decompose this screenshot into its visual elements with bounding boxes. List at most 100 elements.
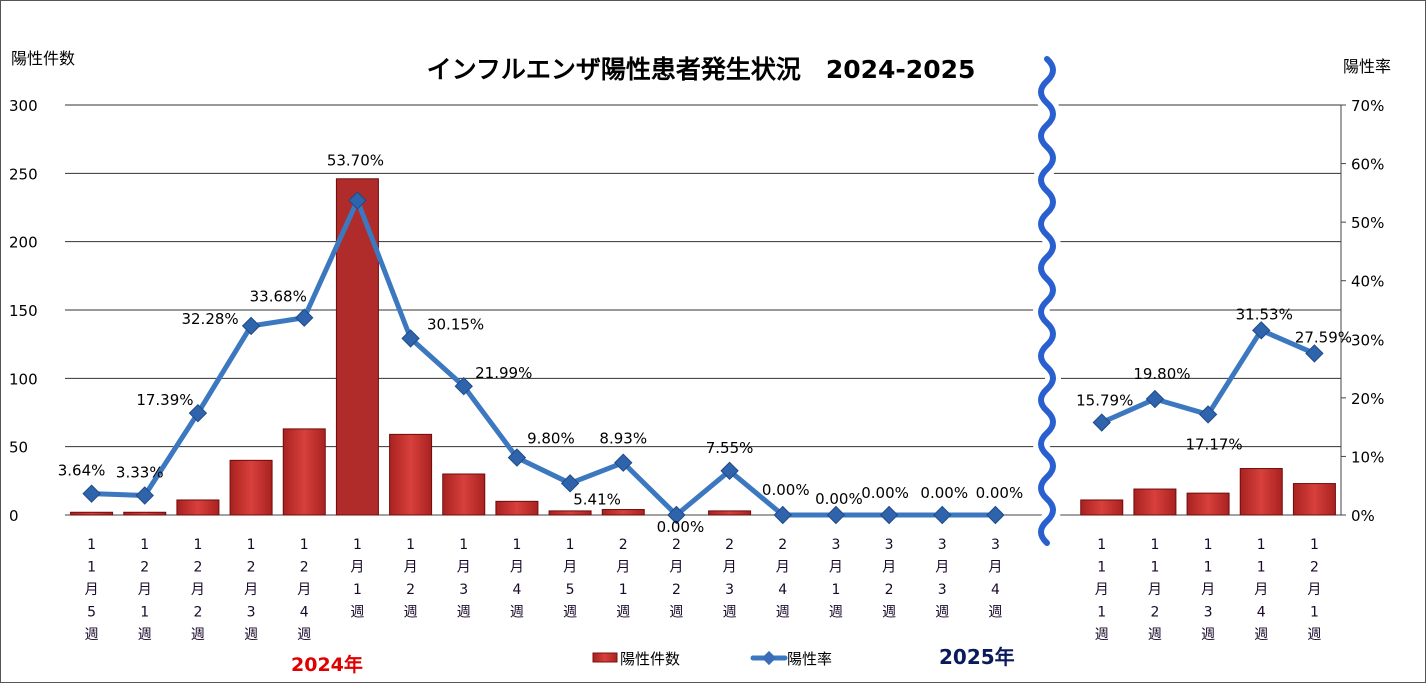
rate-data-label: 31.53%: [1236, 305, 1293, 323]
rate-data-label: 3.33%: [116, 463, 164, 481]
bar: [282, 428, 326, 516]
bar: [70, 511, 114, 516]
right-tick-label: 60%: [1351, 156, 1384, 174]
rate-data-label: 33.68%: [250, 288, 307, 306]
rate-marker: [826, 505, 846, 525]
right-tick-label: 50%: [1351, 214, 1384, 232]
rate-data-label: 0.00%: [920, 484, 968, 502]
rate-marker: [241, 316, 261, 336]
bar: [123, 511, 167, 516]
left-tick-label: 300: [9, 97, 38, 115]
rate-marker: [1252, 321, 1271, 340]
bar: [548, 510, 592, 516]
rate-data-label: 3.64%: [58, 462, 106, 480]
rate-marker: [1305, 344, 1324, 363]
rate-marker: [614, 453, 633, 472]
rate-marker: [560, 474, 580, 493]
rate-marker: [454, 377, 473, 396]
rate-data-label: 0.00%: [861, 484, 909, 502]
rate-data-label: 27.59%: [1295, 328, 1352, 346]
left-tick-label: 0: [9, 507, 19, 525]
rate-data-label: 0.00%: [815, 490, 863, 508]
bar: [176, 499, 220, 516]
rate-data-label: 53.70%: [327, 151, 384, 169]
rate-marker: [135, 486, 154, 505]
axis-break-icon: [1038, 56, 1056, 546]
left-tick-label: 50: [9, 439, 28, 457]
left-axis-title: 陽性件数: [11, 49, 75, 68]
right-axis-title: 陽性率: [1343, 57, 1391, 76]
rate-data-label: 17.17%: [1185, 435, 1242, 453]
bar: [1292, 483, 1336, 516]
right-tick-label: 30%: [1351, 331, 1384, 349]
rate-data-label: 8.93%: [599, 430, 647, 448]
rate-data-label: 0.00%: [762, 481, 810, 499]
rate-line: [91, 197, 996, 518]
right-tick-label: 70%: [1351, 97, 1384, 115]
year-label-2025: 2025年: [939, 645, 1015, 669]
rate-marker: [82, 484, 101, 503]
left-tick-label: 150: [9, 302, 38, 320]
rate-data-label: 17.39%: [136, 391, 193, 409]
rate-data-label: 19.80%: [1133, 365, 1190, 383]
rate-data-label: 7.55%: [706, 439, 754, 457]
bar: [389, 433, 433, 516]
rate-data-label: 30.15%: [427, 315, 484, 333]
bar: [601, 509, 645, 516]
rate-marker: [188, 403, 208, 423]
year-label-2024: 2024年: [291, 653, 363, 676]
right-tick-label: 40%: [1351, 273, 1384, 291]
rate-marker: [773, 505, 792, 525]
legend-line-marker: [761, 650, 777, 666]
rate-marker: [1092, 413, 1111, 432]
rate-marker: [986, 505, 1005, 525]
rate-marker: [348, 191, 367, 210]
bar: [1080, 499, 1124, 516]
rate-marker: [667, 505, 686, 525]
bar: [1186, 492, 1230, 516]
rate-marker: [879, 505, 899, 525]
left-tick-label: 200: [9, 234, 38, 252]
rate-data-label: 5.41%: [573, 490, 621, 508]
bar: [229, 459, 273, 516]
rate-marker: [1145, 389, 1165, 409]
chart-title: インフルエンザ陽性患者発生状況 2024-2025: [427, 55, 976, 84]
left-tick-label: 100: [9, 370, 38, 388]
right-tick-label: 20%: [1351, 390, 1384, 408]
rate-data-label: 0.00%: [976, 484, 1024, 502]
legend-line-label: 陽性率: [787, 650, 832, 668]
rate-marker: [295, 308, 314, 327]
rate-marker: [933, 505, 952, 525]
right-tick-label: 10%: [1351, 448, 1384, 466]
legend: 陽性件数 陽性率: [592, 650, 832, 668]
bar: [1133, 488, 1177, 516]
bar: [1239, 468, 1283, 516]
left-tick-label: 250: [9, 165, 38, 183]
rate-data-label: 15.79%: [1076, 392, 1133, 410]
bar: [442, 473, 486, 516]
rate-marker: [507, 448, 527, 467]
bar: [708, 510, 752, 516]
legend-bar-swatch: [592, 652, 618, 663]
